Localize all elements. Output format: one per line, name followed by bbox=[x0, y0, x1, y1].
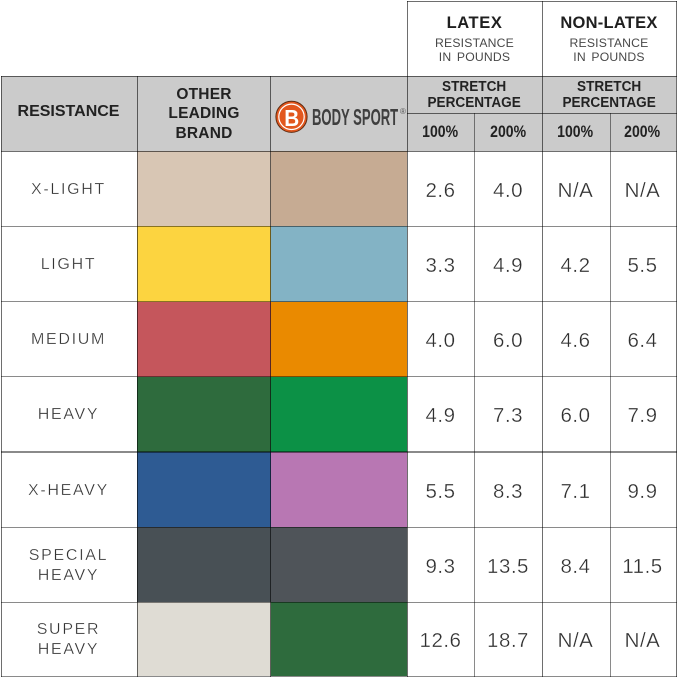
svg-text:B: B bbox=[284, 105, 299, 131]
